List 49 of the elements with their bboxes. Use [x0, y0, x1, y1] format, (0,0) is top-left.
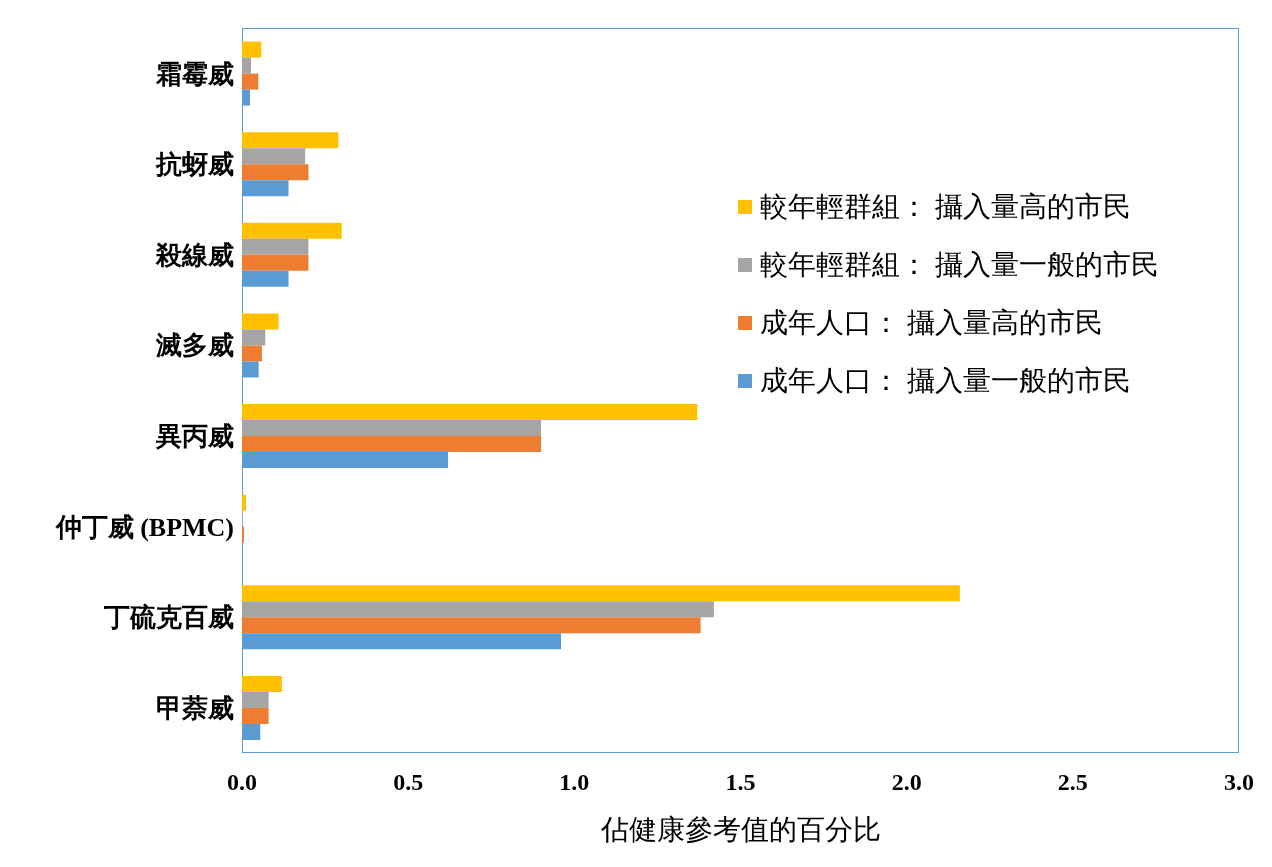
bar: [242, 420, 542, 437]
bar: [242, 723, 261, 740]
bar: [242, 222, 342, 239]
bar: [242, 73, 259, 90]
x-tick-label: 3.0: [1224, 769, 1254, 796]
x-tick-label: 2.0: [891, 769, 922, 796]
legend-label: 成年人口： 攝入量一般的市民: [760, 364, 1131, 398]
y-tick-label: 霜霉威: [155, 59, 234, 89]
x-tick-label: 1.0: [559, 769, 590, 796]
y-tick-label: 仲丁威 (BPMC): [54, 512, 234, 542]
bar: [242, 132, 339, 149]
bar: [242, 633, 562, 650]
y-tick-label: 甲萘威: [156, 693, 234, 723]
y-tick-label: 滅多威: [155, 331, 234, 361]
bar: [242, 313, 279, 330]
bar: [242, 691, 269, 708]
x-axis-title: 佔健康參考值的百分比: [599, 814, 881, 845]
x-tick-label: 1.5: [725, 769, 756, 796]
x-tick-label: 0.0: [227, 769, 257, 796]
bar: [242, 404, 698, 421]
legend-label: 成年人口： 攝入量高的市民: [760, 306, 1103, 340]
bar: [242, 180, 289, 197]
y-tick-label: 殺線威: [155, 240, 234, 270]
bar: [242, 238, 309, 255]
bar: [242, 270, 289, 287]
bar: [242, 361, 259, 378]
bar: [242, 57, 251, 74]
bar: [242, 345, 262, 362]
bar: [242, 148, 306, 165]
bar: [242, 617, 701, 634]
bar: [242, 329, 266, 346]
bar: [242, 452, 449, 469]
legend-label: 較年輕群組： 攝入量高的市民: [760, 190, 1131, 224]
bar: [242, 89, 250, 106]
bar: [242, 707, 269, 724]
y-tick-label: 異丙威: [155, 422, 234, 452]
bar: [242, 601, 714, 618]
bar: [242, 164, 309, 181]
bar: [242, 436, 542, 453]
legend-label: 較年輕群組： 攝入量一般的市民: [760, 248, 1159, 282]
x-tick-label: 2.5: [1057, 769, 1088, 796]
y-tick-label: 丁硫克百威: [103, 603, 234, 633]
bar: [242, 41, 262, 58]
bar: [242, 585, 960, 602]
bar: [242, 675, 282, 692]
y-tick-label: 抗蚜威: [155, 150, 234, 180]
bar: [242, 494, 246, 511]
bar: [242, 254, 309, 271]
x-tick-label: 0.5: [393, 769, 424, 796]
